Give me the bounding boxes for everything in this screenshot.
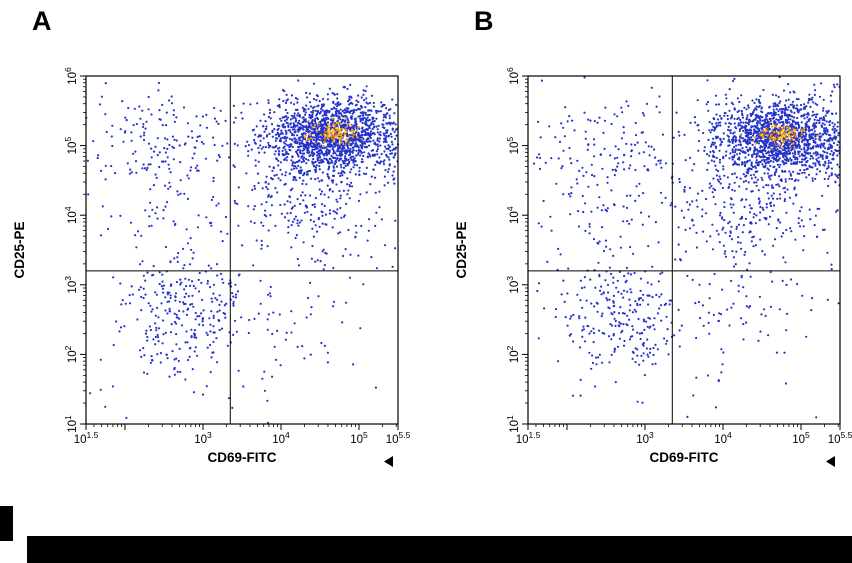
svg-text:CD25-PE: CD25-PE xyxy=(12,221,27,278)
panel-a: A 101.5 103 104 105 105.5 101 102 103 104 105 106 C… xyxy=(8,6,428,506)
svg-text:105: 105 xyxy=(63,137,79,155)
svg-text:104: 104 xyxy=(272,430,290,446)
panel-b: B 101.5 103 104 105 105.5 101 102 103 104 105 106 C… xyxy=(450,6,852,506)
svg-text:CD69-FITC: CD69-FITC xyxy=(207,450,276,465)
panel-b-label: B xyxy=(474,6,494,36)
svg-text:101: 101 xyxy=(63,415,79,433)
svg-text:105.5: 105.5 xyxy=(386,430,411,446)
svg-text:102: 102 xyxy=(63,345,79,363)
svg-text:105: 105 xyxy=(350,430,368,446)
flow-plot-a: 101.5 103 104 105 105.5 101 102 103 104 105 106 CD6… xyxy=(12,67,411,467)
bottom-left-block xyxy=(0,506,13,541)
flow-plot-b: 101.5 103 104 105 105.5101102103104105106CD6… xyxy=(454,67,852,467)
svg-text:104: 104 xyxy=(63,206,79,224)
svg-text:106: 106 xyxy=(63,67,79,85)
panel-a-label: A xyxy=(32,6,52,36)
svg-text:101.5: 101.5 xyxy=(74,430,99,446)
bottom-bar xyxy=(27,536,852,563)
svg-text:103: 103 xyxy=(194,430,212,446)
svg-text:103: 103 xyxy=(63,276,79,294)
